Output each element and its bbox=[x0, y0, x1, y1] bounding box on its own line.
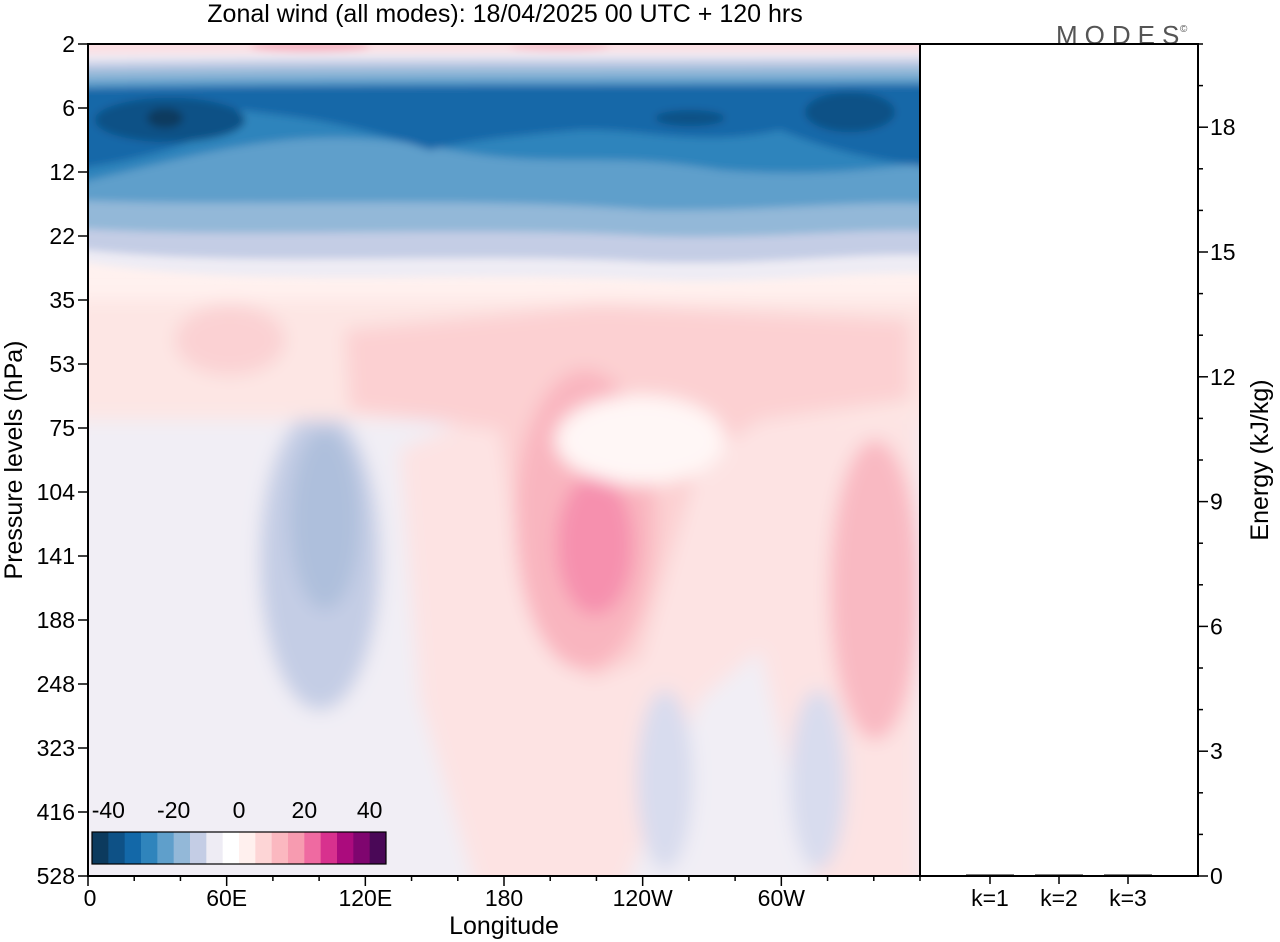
energy-tick-label: 3 bbox=[1210, 738, 1223, 764]
energy-cat-label: k=2 bbox=[1040, 885, 1078, 911]
y-tick-label: 323 bbox=[37, 735, 75, 761]
colorbar-label: 40 bbox=[357, 797, 383, 823]
field-easterly-140w bbox=[637, 690, 693, 870]
colorbar-label: -20 bbox=[157, 797, 190, 823]
chart-title: Zonal wind (all modes): 18/04/2025 00 UT… bbox=[207, 0, 802, 28]
heatmap-axes: 0 60E 120E 180 120W 60W 2 6 12 22 35 53 75 104 141 188… bbox=[0, 31, 921, 940]
colorbar-swatch bbox=[222, 832, 240, 864]
y-tick-label: 248 bbox=[37, 671, 75, 697]
field-westerly-max bbox=[557, 475, 633, 615]
energy-bar bbox=[1104, 874, 1152, 876]
field-stratosphere bbox=[88, 44, 920, 281]
y-tick-label: 75 bbox=[49, 415, 75, 441]
colorbar-label: 20 bbox=[292, 797, 318, 823]
field-easterly-70w bbox=[790, 690, 846, 870]
energy-bar bbox=[966, 874, 1014, 876]
y-tick-label: 35 bbox=[49, 287, 75, 313]
colorbar-swatch bbox=[304, 832, 322, 864]
colorbar-swatches bbox=[92, 832, 387, 864]
field-top-pos-a bbox=[250, 44, 370, 52]
energy-tick-label: 18 bbox=[1210, 114, 1236, 140]
y-tick-label: 2 bbox=[62, 31, 75, 57]
field-layers bbox=[88, 300, 920, 876]
field-weak-patch bbox=[555, 395, 725, 485]
x-tick-label: 0 bbox=[84, 885, 97, 911]
x-tick-label: 60E bbox=[206, 885, 247, 911]
energy-tick-label: 6 bbox=[1210, 613, 1223, 639]
colorbar-swatch bbox=[92, 832, 109, 864]
field-top-pos-b bbox=[510, 44, 610, 51]
colorbar-label: 0 bbox=[233, 797, 246, 823]
colorbar-swatch bbox=[141, 832, 158, 864]
wind-heatmap bbox=[88, 44, 920, 876]
colorbar-swatch bbox=[369, 832, 387, 864]
logo-text: MODES bbox=[1056, 20, 1186, 50]
x-tick-label: 60W bbox=[758, 885, 806, 911]
y-tick-label: 188 bbox=[37, 607, 75, 633]
colorbar-labels: -40 -20 0 20 40 bbox=[92, 797, 383, 823]
field-westerly-east bbox=[830, 440, 920, 740]
colorbar-swatch bbox=[206, 832, 224, 864]
y-tick-label: 6 bbox=[62, 95, 75, 121]
colorbar-swatch bbox=[239, 832, 256, 864]
colorbar-frame bbox=[91, 831, 387, 865]
field-band-11 bbox=[88, 44, 920, 55]
y-tick-label: 12 bbox=[49, 159, 75, 185]
energy-cat-label: k=3 bbox=[1109, 885, 1147, 911]
colorbar-label: -40 bbox=[92, 797, 125, 823]
energy-tick-label: 9 bbox=[1210, 489, 1223, 515]
colorbar-swatch bbox=[320, 832, 338, 864]
colorbar-swatch bbox=[157, 832, 175, 864]
y-tick-label: 528 bbox=[37, 863, 75, 889]
logo-mark: © bbox=[1180, 24, 1188, 35]
energy-x-axis: k=1 k=2 k=3 bbox=[971, 876, 1147, 911]
x-tick-label: 180 bbox=[485, 885, 523, 911]
y-tick-label: 22 bbox=[49, 223, 75, 249]
field-core-d bbox=[147, 108, 183, 128]
colorbar-swatch bbox=[173, 832, 191, 864]
x-axis-label: Longitude bbox=[449, 912, 559, 940]
x-tick-label: 120W bbox=[613, 885, 673, 911]
colorbar-swatch bbox=[353, 832, 371, 864]
energy-axis-label: Energy (kJ/kg) bbox=[1246, 379, 1274, 540]
y-axis: 2 6 12 22 35 53 75 104 141 188 248 323 416 528 bbox=[37, 31, 88, 889]
y-tick-label: 53 bbox=[49, 351, 75, 377]
y-axis-label: Pressure levels (hPa) bbox=[0, 341, 28, 580]
y-tick-label: 141 bbox=[37, 543, 75, 569]
energy-chart: 0 3 6 9 12 15 18 k=1 k=2 k=3 Energy (kJ/kg) bbox=[919, 43, 1274, 911]
x-tick-label: 120E bbox=[338, 885, 392, 911]
energy-tick-label: 15 bbox=[1210, 239, 1236, 265]
energy-frame bbox=[919, 43, 1199, 877]
field-core-b bbox=[805, 92, 895, 132]
y-tick-label: 104 bbox=[37, 479, 76, 505]
energy-bar bbox=[1035, 874, 1083, 876]
x-axis: 0 60E 120E 180 120W 60W bbox=[84, 876, 921, 911]
field-easterly-90e-core bbox=[290, 430, 360, 610]
colorbar-swatch bbox=[271, 832, 289, 864]
y-tick-label: 416 bbox=[37, 799, 75, 825]
energy-y-axis: 0 3 6 9 12 15 18 bbox=[1198, 43, 1236, 889]
colorbar-swatch bbox=[108, 832, 126, 864]
energy-cat-label: k=1 bbox=[971, 885, 1009, 911]
energy-tick-label: 0 bbox=[1210, 863, 1223, 889]
field-core-c bbox=[655, 110, 725, 126]
field-westerly-sec bbox=[175, 305, 285, 375]
modes-logo: MODES © bbox=[1056, 20, 1188, 50]
energy-tick-label: 12 bbox=[1210, 364, 1236, 390]
colorbar-swatch bbox=[190, 832, 207, 864]
colorbar: -40 -20 0 20 40 bbox=[91, 797, 387, 865]
colorbar-swatch bbox=[255, 832, 273, 864]
colorbar-swatch bbox=[288, 832, 305, 864]
colorbar-swatch bbox=[124, 832, 142, 864]
colorbar-swatch bbox=[337, 832, 354, 864]
energy-bars bbox=[966, 874, 1152, 876]
